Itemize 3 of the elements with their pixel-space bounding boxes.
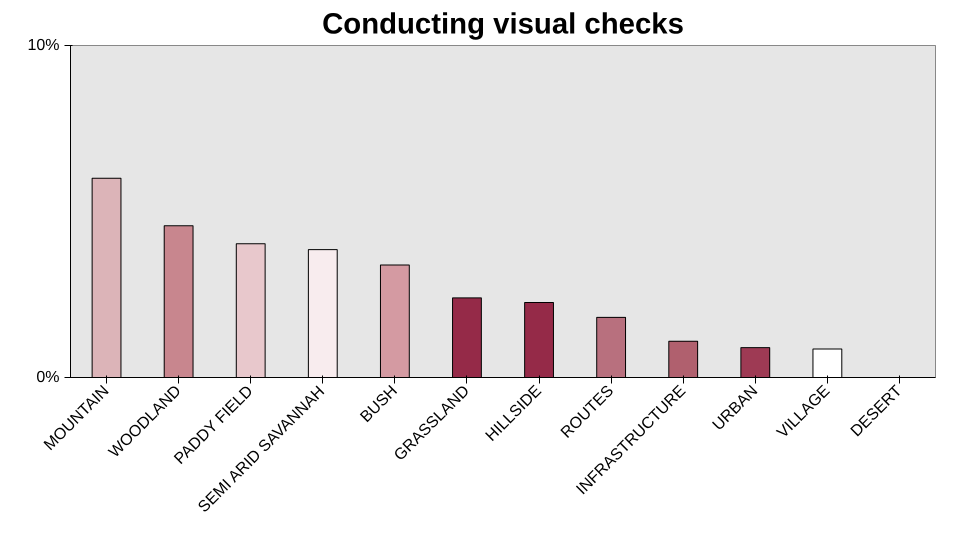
chart-title: Conducting visual checks [322,8,684,40]
y-tick-label: 10% [27,37,60,54]
y-tick-label: 0% [36,369,60,386]
